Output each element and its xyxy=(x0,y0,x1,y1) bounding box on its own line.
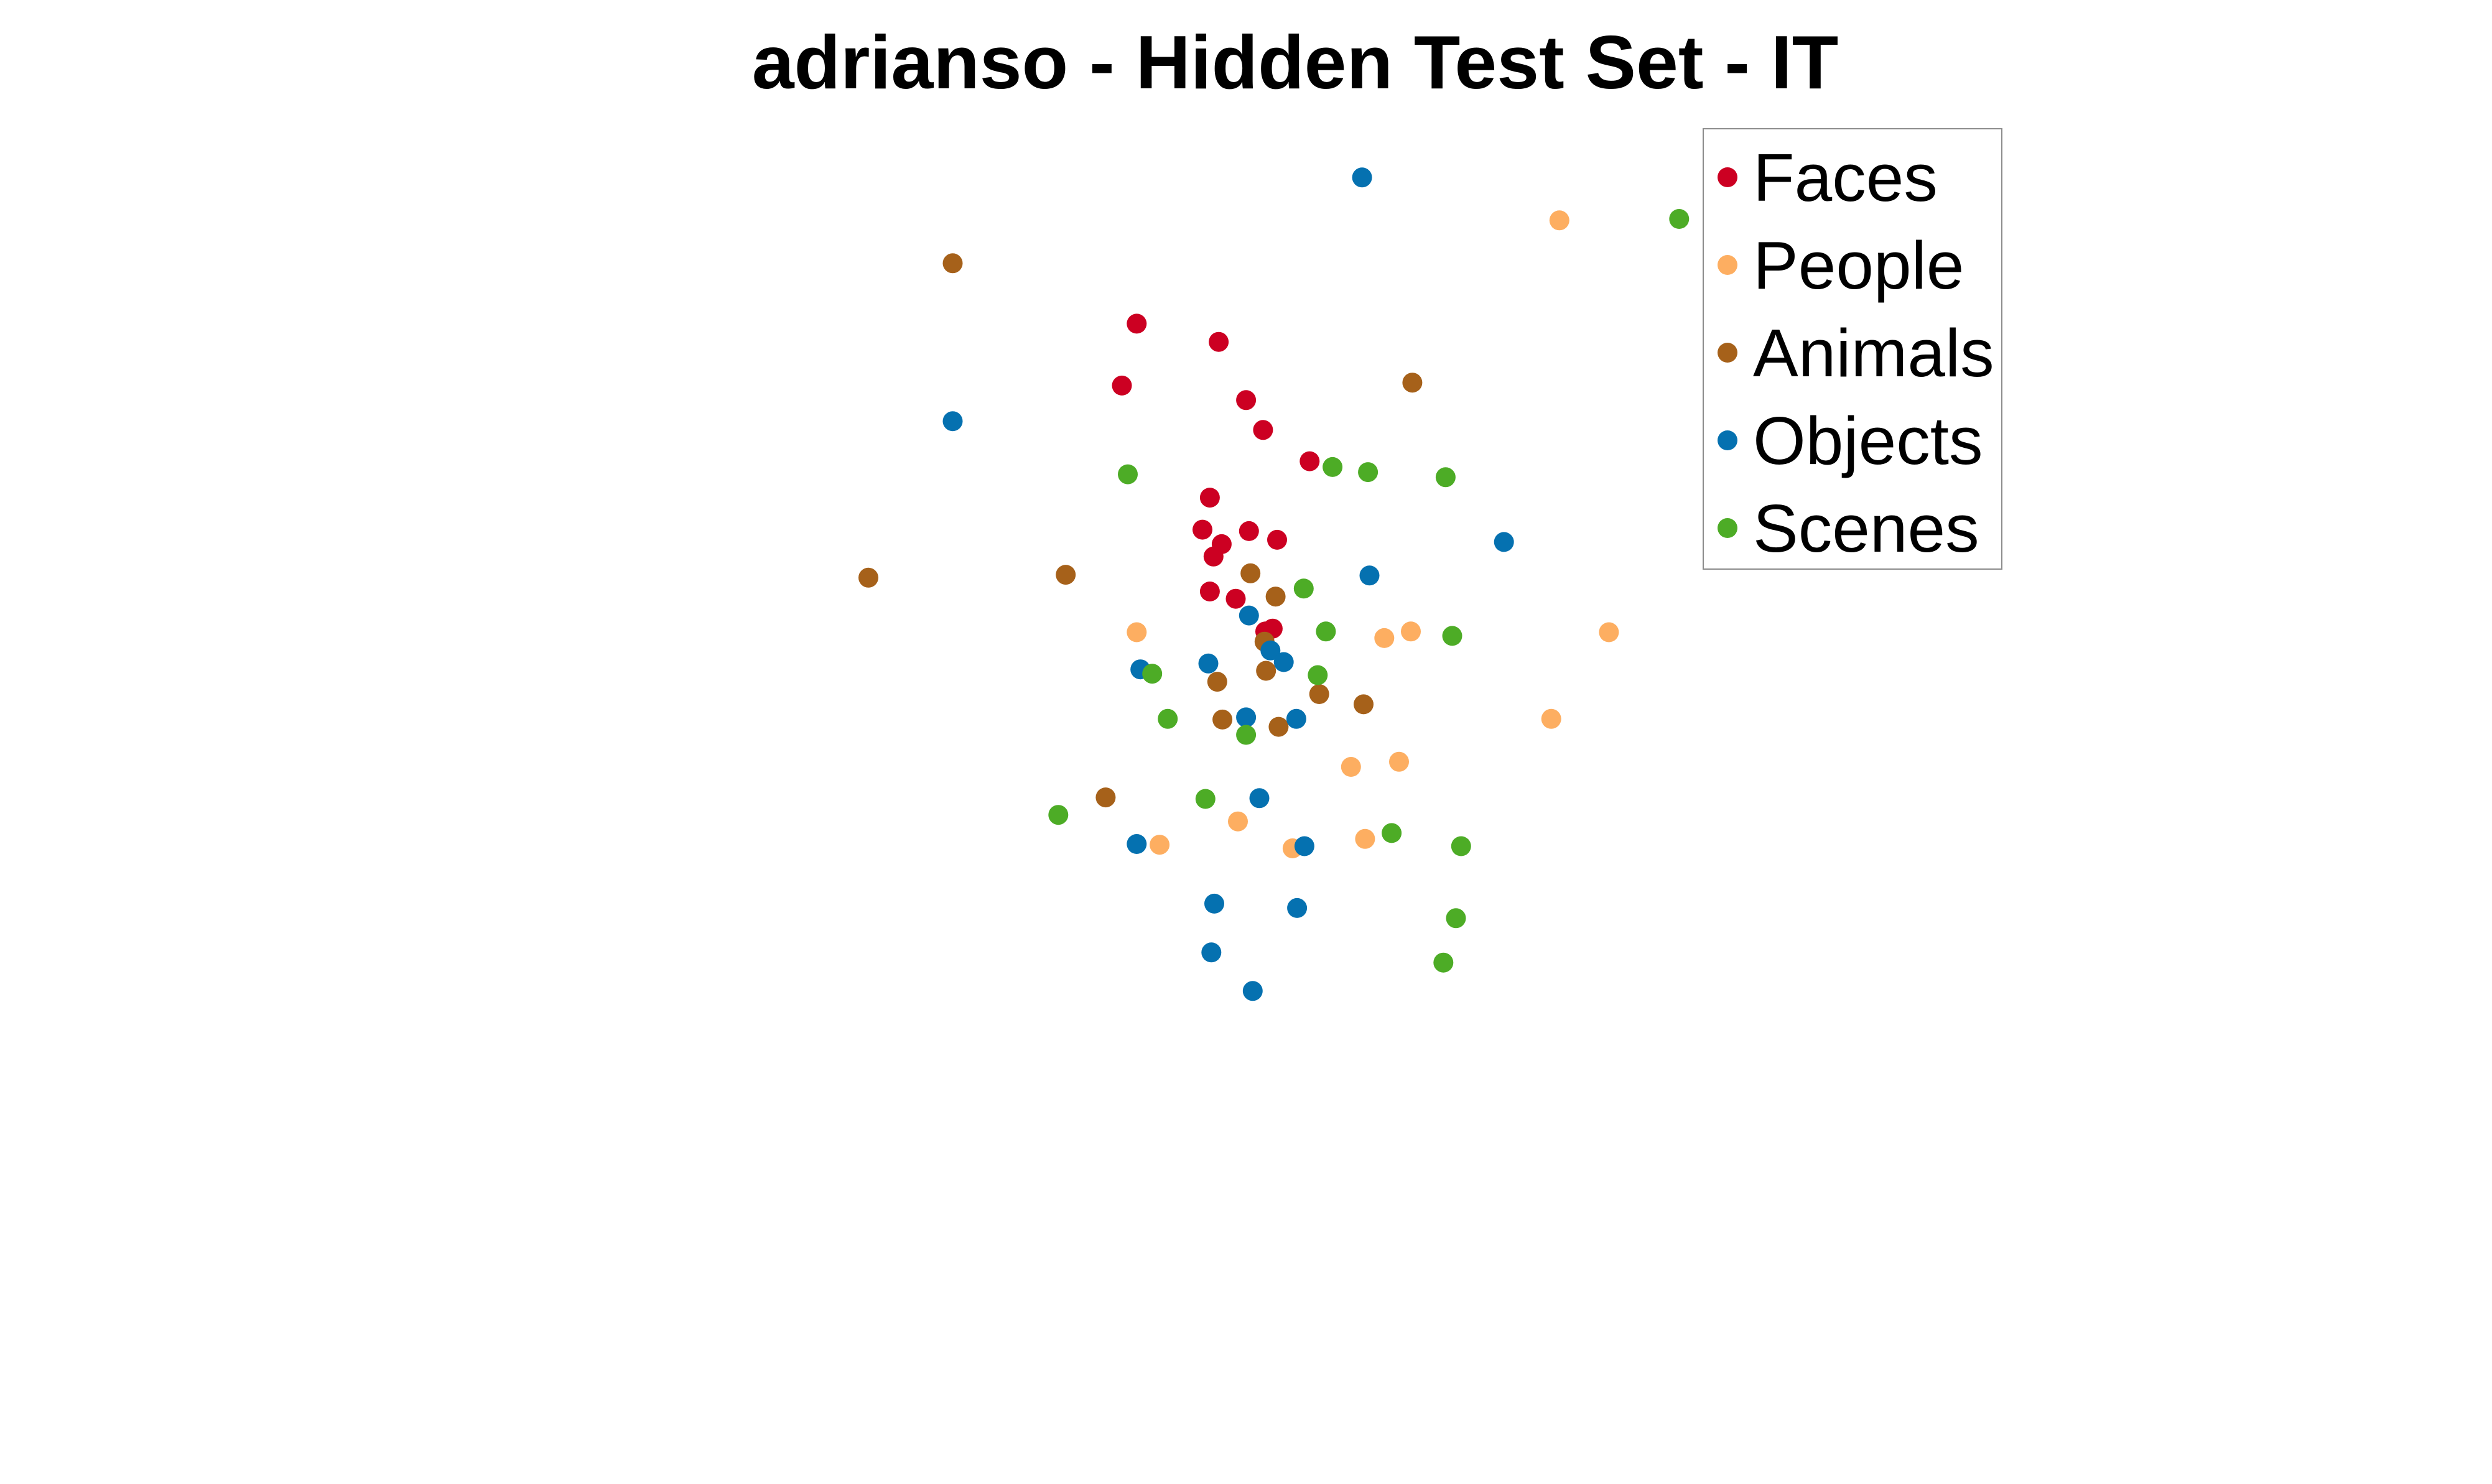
point-faces-4 xyxy=(1236,390,1257,410)
point-animals-4 xyxy=(1056,565,1076,585)
point-people-10 xyxy=(1150,835,1170,855)
series-animals xyxy=(858,253,1423,808)
point-scenes-10 xyxy=(1308,665,1328,685)
point-people-5 xyxy=(1599,622,1619,642)
point-scenes-6 xyxy=(1442,626,1462,646)
point-scenes-14 xyxy=(1195,789,1216,809)
series-objects xyxy=(942,167,1514,1001)
series-people xyxy=(1127,210,1619,858)
legend-item-people: People xyxy=(1718,228,1964,304)
point-animals-11 xyxy=(1354,694,1374,715)
point-people-7 xyxy=(1341,757,1361,777)
point-faces-6 xyxy=(1299,451,1320,471)
point-animals-10 xyxy=(1309,684,1329,704)
point-faces-13 xyxy=(1199,582,1220,601)
point-scenes-15 xyxy=(1382,823,1402,843)
point-faces-12 xyxy=(1203,546,1224,567)
point-scenes-13 xyxy=(1048,805,1069,825)
legend-marker-scenes xyxy=(1718,518,1737,538)
point-animals-1 xyxy=(942,253,963,274)
point-faces-8 xyxy=(1193,519,1212,540)
chart-title: adrianso - Hidden Test Set - IT xyxy=(752,20,1839,104)
point-animals-5 xyxy=(1240,563,1261,583)
point-faces-5 xyxy=(1253,420,1273,440)
point-scenes-5 xyxy=(1435,467,1456,488)
plot-area xyxy=(858,167,1690,1001)
point-scenes-16 xyxy=(1451,836,1471,856)
point-scenes-7 xyxy=(1293,578,1314,599)
point-scenes-11 xyxy=(1158,708,1178,729)
legend-item-faces: Faces xyxy=(1718,140,1938,216)
point-objects-17 xyxy=(1201,942,1222,963)
legend-item-animals: Animals xyxy=(1718,315,1994,391)
point-scenes-1 xyxy=(1669,209,1690,229)
legend-label-scenes: Scenes xyxy=(1753,491,1979,567)
point-objects-16 xyxy=(1287,897,1308,918)
point-people-3 xyxy=(1374,628,1395,648)
point-objects-15 xyxy=(1204,893,1224,914)
point-objects-11 xyxy=(1286,708,1306,729)
legend-item-scenes: Scenes xyxy=(1718,491,1979,567)
point-objects-12 xyxy=(1249,788,1270,809)
point-scenes-4 xyxy=(1358,462,1379,483)
point-scenes-17 xyxy=(1446,908,1466,929)
point-animals-3 xyxy=(858,567,878,588)
point-scenes-12 xyxy=(1236,725,1257,745)
legend-box xyxy=(1703,128,2002,570)
point-objects-1 xyxy=(1352,167,1372,188)
point-people-2 xyxy=(1127,622,1147,642)
point-objects-10 xyxy=(1236,707,1257,728)
legend-marker-objects xyxy=(1718,430,1737,450)
legend-label-objects: Objects xyxy=(1753,403,1983,479)
point-objects-5 xyxy=(1239,605,1259,626)
point-objects-13 xyxy=(1127,834,1147,854)
point-faces-2 xyxy=(1209,332,1229,352)
point-animals-8 xyxy=(1256,661,1276,681)
point-scenes-9 xyxy=(1142,664,1163,684)
legend-label-animals: Animals xyxy=(1753,315,1994,391)
point-scenes-18 xyxy=(1433,952,1454,973)
legend: Faces People Animals Objects Scenes xyxy=(1703,128,2002,570)
point-faces-3 xyxy=(1112,375,1132,396)
point-objects-14 xyxy=(1294,836,1314,856)
legend-label-faces: Faces xyxy=(1753,140,1938,216)
point-objects-4 xyxy=(1359,565,1380,586)
point-animals-14 xyxy=(1095,787,1116,808)
point-objects-3 xyxy=(1494,532,1514,552)
point-objects-2 xyxy=(942,411,963,432)
point-objects-7 xyxy=(1273,652,1294,672)
point-animals-9 xyxy=(1207,672,1227,692)
point-animals-12 xyxy=(1212,709,1233,730)
series-scenes xyxy=(1048,209,1690,973)
point-people-4 xyxy=(1401,621,1421,642)
point-people-9 xyxy=(1228,811,1248,832)
legend-marker-faces xyxy=(1718,167,1737,187)
point-people-6 xyxy=(1541,708,1561,729)
point-faces-9 xyxy=(1239,521,1259,541)
legend-label-people: People xyxy=(1753,228,1964,304)
point-people-1 xyxy=(1549,210,1569,231)
point-animals-6 xyxy=(1265,587,1286,607)
legend-marker-animals xyxy=(1718,343,1737,363)
legend-marker-people xyxy=(1718,255,1737,275)
point-faces-7 xyxy=(1199,488,1220,508)
point-objects-18 xyxy=(1242,981,1263,1001)
point-objects-6 xyxy=(1260,640,1281,661)
point-animals-2 xyxy=(1402,373,1423,393)
point-people-11 xyxy=(1355,828,1375,849)
legend-item-objects: Objects xyxy=(1718,403,1983,479)
point-faces-14 xyxy=(1225,588,1246,609)
point-scenes-8 xyxy=(1316,621,1336,642)
point-scenes-3 xyxy=(1323,457,1343,477)
point-scenes-2 xyxy=(1118,464,1138,485)
point-animals-13 xyxy=(1268,716,1289,737)
point-faces-10 xyxy=(1267,529,1287,550)
point-objects-8 xyxy=(1198,653,1219,674)
point-people-8 xyxy=(1389,751,1409,772)
series-faces xyxy=(1112,313,1320,642)
point-faces-1 xyxy=(1127,313,1147,334)
